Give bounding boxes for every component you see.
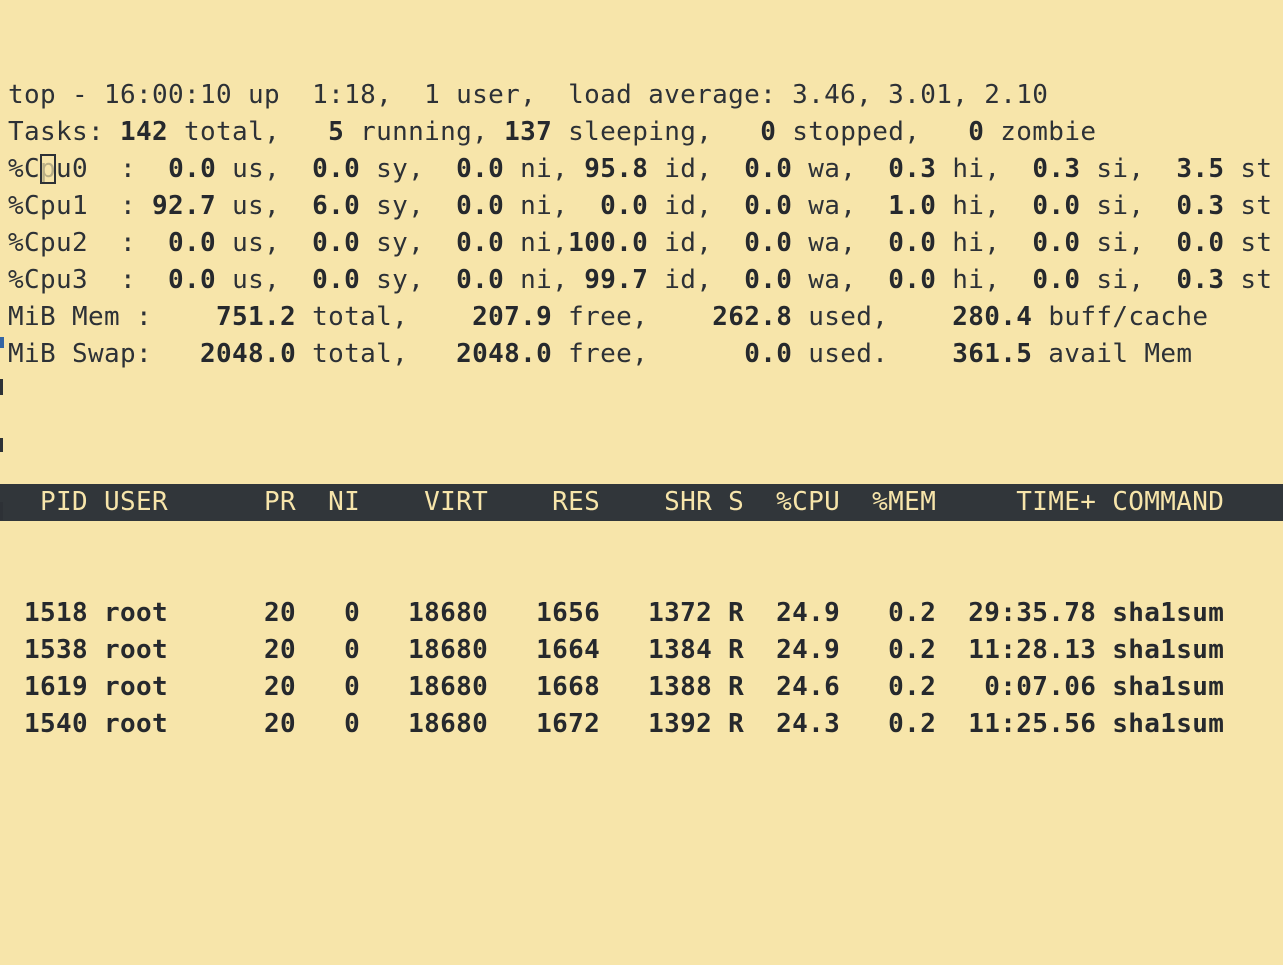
left-edge-artifact-2	[0, 438, 3, 452]
cpu1-line: %Cpu1 : 92.7 us, 6.0 sy, 0.0 ni, 0.0 id,…	[8, 191, 1273, 221]
terminal-cursor: p	[40, 154, 57, 184]
cpu3-line: %Cpu3 : 0.0 us, 0.0 sy, 0.0 ni, 99.7 id,…	[8, 265, 1273, 295]
uptime-line: top - 16:00:10 up 1:18, 1 user, load ave…	[8, 80, 1049, 110]
left-edge-artifact-1	[0, 379, 3, 395]
swap-line: MiB Swap: 2048.0 total, 2048.0 free, 0.0…	[8, 339, 1193, 369]
summary-lines: top - 16:00:10 up 1:18, 1 user, load ave…	[0, 77, 1283, 410]
tasks-line: Tasks: 142 total, 5 running, 137 sleepin…	[8, 117, 1097, 147]
process-table-header-row: PID USER PR NI VIRT RES SHR S %CPU %MEM …	[0, 484, 1283, 521]
process-row: 1518 root 20 0 18680 1656 1372 R 24.9 0.…	[8, 598, 1225, 628]
process-table-header-text: PID USER PR NI VIRT RES SHR S %CPU %MEM …	[8, 487, 1225, 517]
process-row: 1540 root 20 0 18680 1672 1392 R 24.3 0.…	[8, 709, 1225, 739]
cpu2-line: %Cpu2 : 0.0 us, 0.0 sy, 0.0 ni,100.0 id,…	[8, 228, 1273, 258]
blank-line	[0, 373, 1283, 410]
cpu0-line: %Cpu0 : 0.0 us, 0.0 sy, 0.0 ni, 95.8 id,…	[8, 154, 1273, 184]
process-row: 1619 root 20 0 18680 1668 1388 R 24.6 0.…	[8, 672, 1225, 702]
mem-line: MiB Mem : 751.2 total, 207.9 free, 262.8…	[8, 302, 1209, 332]
terminal-top-output: top - 16:00:10 up 1:18, 1 user, load ave…	[0, 77, 1283, 739]
process-row: 1538 root 20 0 18680 1664 1384 R 24.9 0.…	[8, 635, 1225, 665]
process-rows: 1518 root 20 0 18680 1656 1372 R 24.9 0.…	[0, 595, 1283, 743]
left-edge-blue-artifact	[0, 337, 4, 348]
left-edge-artifact-3	[0, 502, 3, 520]
